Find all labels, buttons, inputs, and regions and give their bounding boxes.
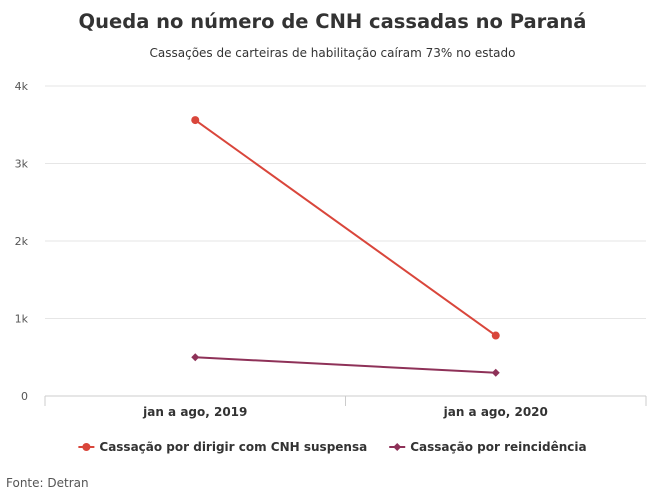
- series-line[interactable]: [194, 119, 497, 337]
- y-tick-label: 3k: [15, 158, 29, 171]
- legend-item-1[interactable]: Cassação por reincidência: [389, 440, 587, 454]
- y-tick-label: 1k: [15, 313, 29, 326]
- series-line[interactable]: [195, 356, 496, 374]
- legend-marker-symbol: [82, 443, 91, 451]
- chart-subtitle: Cassações de carteiras de habilitação ca…: [150, 46, 516, 60]
- y-tick-label: 2k: [15, 235, 29, 248]
- data-point[interactable]: [191, 353, 200, 362]
- y-tick-label: 0: [21, 390, 28, 403]
- data-point[interactable]: [191, 116, 200, 125]
- legend-label: Cassação por dirigir com CNH suspensa: [99, 440, 367, 454]
- axis-layer: 0 1k 2k 3k 4k jan a ago, 2019 jan a ago, 2020: [15, 80, 647, 419]
- series-1[interactable]: [191, 353, 500, 377]
- legend-item-0[interactable]: Cassação por dirigir com CNH suspensa: [78, 440, 367, 454]
- legend-marker-symbol: [393, 443, 402, 451]
- series-0[interactable]: [191, 116, 500, 340]
- grid-layer: [45, 85, 646, 319]
- chart-credits[interactable]: Fonte: Detran: [6, 476, 89, 490]
- x-tick-label: jan a ago, 2019: [142, 405, 247, 419]
- series-layer: [191, 116, 500, 377]
- data-point[interactable]: [491, 368, 500, 377]
- y-tick-label: 4k: [15, 80, 29, 93]
- data-point[interactable]: [491, 331, 500, 340]
- legend-label: Cassação por reincidência: [410, 440, 586, 454]
- x-tick-label: jan a ago, 2020: [443, 405, 548, 419]
- chart-title: Queda no número de CNH cassadas no Paran…: [79, 10, 587, 33]
- legend[interactable]: Cassação por dirigir com CNH suspensa Cas…: [78, 440, 587, 454]
